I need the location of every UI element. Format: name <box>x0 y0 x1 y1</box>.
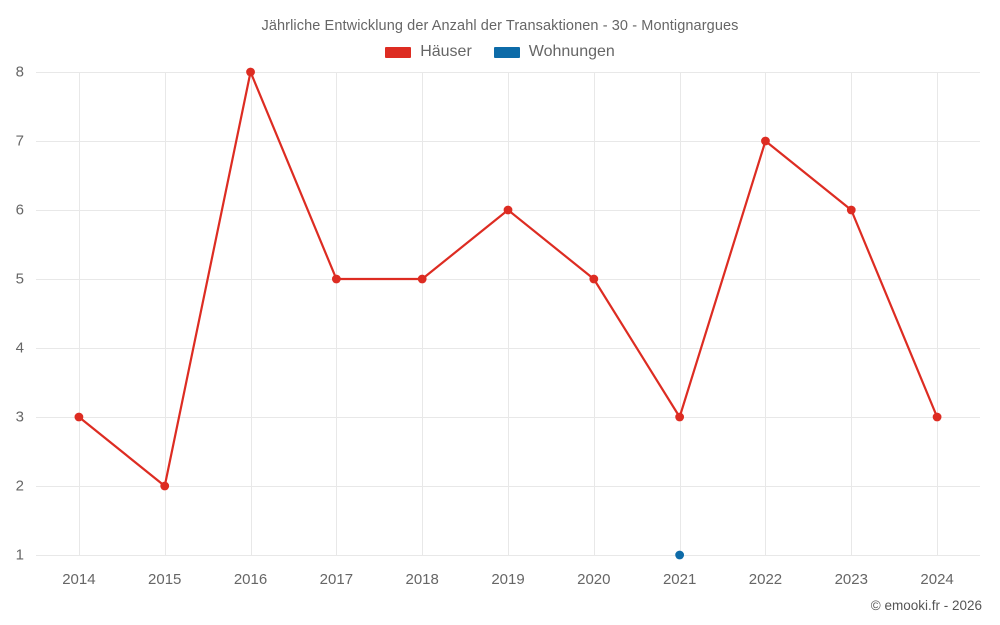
x-axis-tick-label: 2018 <box>405 571 439 588</box>
gridline-vertical <box>937 72 939 555</box>
data-point[interactable] <box>675 550 685 560</box>
data-point[interactable] <box>246 67 255 77</box>
data-point[interactable] <box>417 274 427 284</box>
x-axis-tick-label: 2014 <box>62 571 96 588</box>
legend-item-häuser[interactable]: Häuser <box>385 44 472 60</box>
y-axis-tick-label: 7 <box>15 132 24 150</box>
gridline-vertical <box>593 72 595 555</box>
y-axis-tick-label: 3 <box>15 408 24 426</box>
x-axis-tick-label: 2021 <box>662 571 697 588</box>
series-layer <box>74 67 942 560</box>
data-point[interactable] <box>331 274 341 284</box>
plot-area <box>36 67 980 560</box>
gridline-vertical <box>164 72 166 555</box>
x-axis-tick-label: 2016 <box>233 571 268 588</box>
y-axis-tick-label: 5 <box>15 270 24 288</box>
data-point[interactable] <box>74 412 84 422</box>
chart-title: Jährliche Entwicklung der Anzahl der Tra… <box>261 18 739 34</box>
y-axis-tick-label: 8 <box>15 63 24 81</box>
legend-label: Wohnungen <box>528 43 615 60</box>
x-axis-tick-label: 2020 <box>577 571 611 588</box>
data-point[interactable] <box>589 274 599 284</box>
chart-legend: Häuser Wohnungen <box>0 44 1000 60</box>
credit-text: © emooki.fr - 2026 <box>870 598 982 613</box>
data-point[interactable] <box>761 136 770 146</box>
data-point[interactable] <box>160 481 170 491</box>
gridline-vertical <box>679 72 681 555</box>
y-axis-tick-label: 2 <box>15 477 24 495</box>
x-axis-tick-label: 2017 <box>319 571 354 588</box>
x-axis-tick-label: 2015 <box>148 571 182 588</box>
x-axis-tick-label: 2019 <box>491 571 525 588</box>
legend-swatch-icon <box>493 46 520 58</box>
gridline-vertical <box>336 72 338 555</box>
data-point[interactable] <box>675 412 685 422</box>
data-point[interactable] <box>932 412 942 422</box>
gridline-vertical <box>508 72 509 555</box>
x-axis-tick-label: 2022 <box>748 571 783 588</box>
y-axis-tick-label: 1 <box>15 546 24 564</box>
legend-item-wohnungen[interactable]: Wohnungen <box>493 43 615 60</box>
y-axis-tick-label: 6 <box>15 201 24 219</box>
legend-swatch-icon <box>385 46 412 58</box>
legend-label: Häuser <box>420 43 472 60</box>
gridline-vertical <box>422 72 424 555</box>
y-axis-tick-label: 4 <box>15 339 24 357</box>
gridline-vertical <box>250 72 252 555</box>
gridline-vertical <box>78 72 80 555</box>
data-point[interactable] <box>503 205 513 215</box>
x-axis-tick-label: 2024 <box>920 571 954 588</box>
gridline-vertical <box>765 72 767 555</box>
x-axis-tick-label: 2023 <box>834 571 868 588</box>
data-point[interactable] <box>846 205 856 215</box>
gridline-horizontal <box>36 555 980 556</box>
gridline-vertical <box>851 72 853 555</box>
series-line-häuser <box>77 70 939 488</box>
